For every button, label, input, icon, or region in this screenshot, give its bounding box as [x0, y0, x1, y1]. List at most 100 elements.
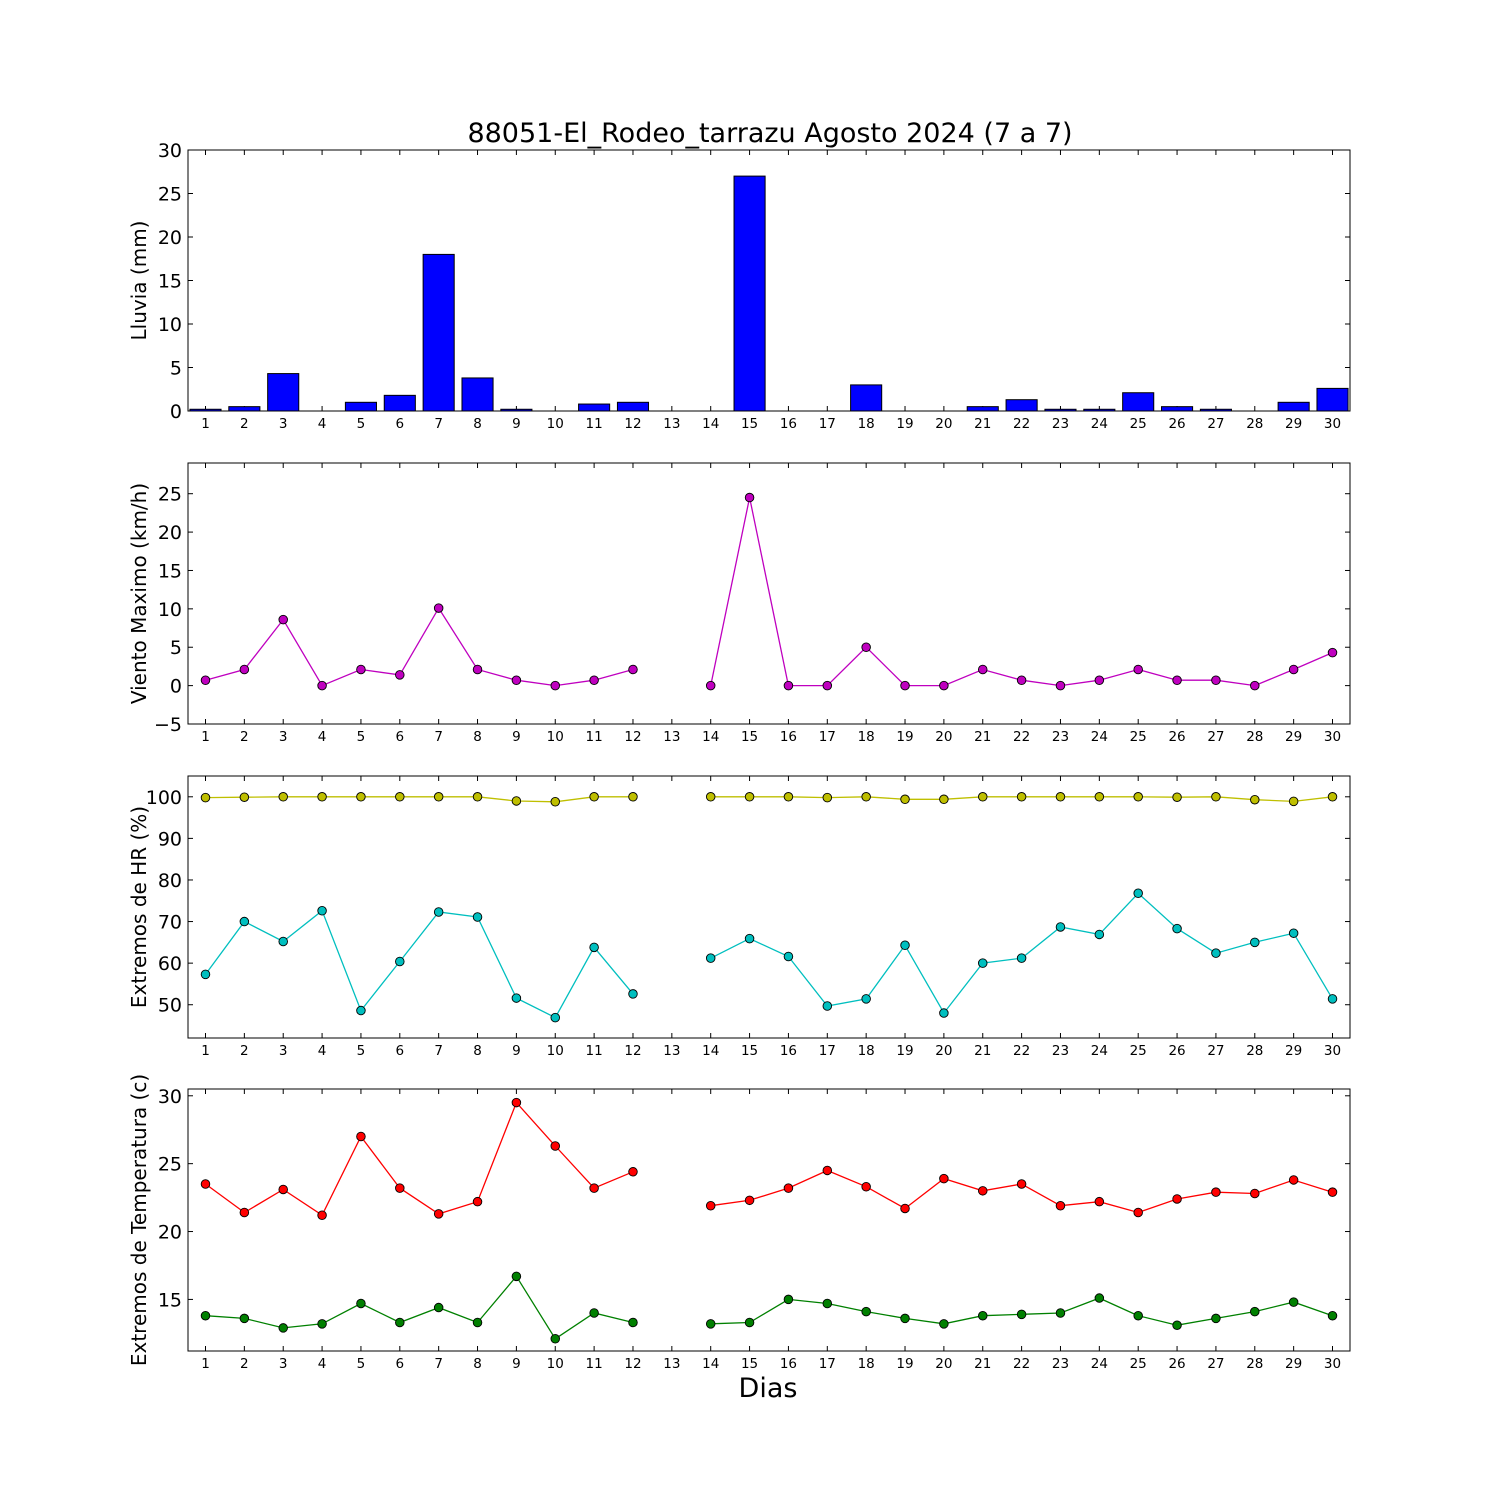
- data-point: [705, 1200, 716, 1211]
- x-tick-label: 26: [1168, 729, 1185, 745]
- data-point: [1172, 675, 1182, 685]
- data-point: [1250, 680, 1260, 691]
- bar: [1122, 392, 1155, 412]
- data-point: [239, 916, 250, 927]
- y-tick-label: 10: [158, 599, 182, 621]
- x-tick-label: 29: [1285, 729, 1302, 745]
- data-point: [1133, 1207, 1143, 1218]
- y-tick-label: −5: [154, 714, 182, 736]
- data-point: [356, 1298, 366, 1309]
- data-point: [395, 1183, 405, 1193]
- x-tick-label: 1: [201, 1043, 210, 1059]
- data-point: [1055, 1200, 1066, 1211]
- data-point: [1016, 1309, 1027, 1320]
- y-tick-label: 15: [158, 271, 182, 293]
- x-tick-label: 27: [1207, 416, 1224, 432]
- x-tick-label: 1: [201, 729, 210, 745]
- x-tick-label: 7: [434, 1043, 443, 1059]
- data-point: [511, 1097, 522, 1108]
- x-tick-label: 25: [1130, 1356, 1147, 1372]
- data-point: [705, 792, 716, 802]
- x-tick-label: 20: [935, 1043, 952, 1059]
- bar: [1005, 399, 1038, 412]
- x-tick-label: 25: [1130, 416, 1147, 432]
- x-tick-label: 24: [1091, 729, 1108, 745]
- data-point: [278, 1323, 288, 1333]
- x-tick-label: 19: [896, 729, 913, 745]
- x-tick-label: 11: [586, 416, 603, 432]
- x-tick-label: 29: [1285, 1043, 1302, 1059]
- data-point: [472, 1196, 483, 1207]
- y-tick-label: 60: [158, 953, 182, 975]
- x-tick-label: 10: [547, 1356, 564, 1372]
- data-point: [433, 1209, 444, 1219]
- x-tick-label: 23: [1052, 1043, 1069, 1059]
- data-point: [822, 792, 833, 803]
- x-axis-label: Dias: [739, 1373, 798, 1404]
- data-point: [511, 1271, 522, 1282]
- data-point: [1327, 792, 1338, 802]
- x-tick-label: 23: [1052, 1356, 1069, 1372]
- x-tick-label: 27: [1207, 1356, 1224, 1372]
- x-tick-label: 6: [396, 729, 405, 745]
- x-tick-label: 23: [1052, 729, 1069, 745]
- x-tick-label: 3: [279, 729, 288, 745]
- bar: [1161, 406, 1194, 412]
- x-tick-label: 2: [240, 1043, 249, 1059]
- data-point: [356, 792, 366, 802]
- y-tick-label: 20: [158, 227, 182, 249]
- data-point: [200, 792, 211, 803]
- x-tick-label: 17: [819, 729, 836, 745]
- plot-frame: [187, 775, 1351, 1039]
- x-tick-label: 5: [357, 729, 366, 745]
- data-point: [317, 1319, 327, 1329]
- x-tick-label: 30: [1324, 1043, 1341, 1059]
- y-tick-label: 20: [158, 1222, 182, 1244]
- data-point: [1327, 647, 1338, 658]
- x-tick-label: 10: [547, 729, 564, 745]
- y-tick-label: 0: [170, 401, 182, 423]
- data-point: [861, 642, 871, 652]
- series-line: [205, 606, 634, 687]
- data-point: [783, 951, 794, 962]
- x-tick-label: 5: [357, 416, 366, 432]
- data-point: [1133, 792, 1143, 802]
- data-point: [1016, 1179, 1027, 1189]
- data-point: [1288, 928, 1299, 938]
- bar: [1277, 401, 1310, 412]
- x-tick-label: 16: [780, 729, 797, 745]
- data-point: [1094, 675, 1105, 685]
- x-tick-label: 20: [935, 1356, 952, 1372]
- data-point: [861, 792, 871, 802]
- x-tick-label: 21: [974, 1043, 991, 1059]
- data-point: [1211, 675, 1221, 685]
- series-line: [205, 1101, 634, 1217]
- x-tick-label: 5: [357, 1043, 366, 1059]
- data-point: [317, 680, 327, 691]
- data-point: [1250, 937, 1260, 948]
- data-point: [589, 942, 599, 953]
- data-point: [472, 912, 483, 922]
- data-point: [705, 953, 716, 963]
- data-point: [861, 994, 871, 1004]
- x-tick-label: 18: [858, 416, 875, 432]
- data-point: [589, 1183, 599, 1193]
- x-tick-label: 1: [201, 416, 210, 432]
- data-point: [1016, 792, 1027, 802]
- x-tick-label: 8: [473, 1043, 482, 1059]
- series-line: [205, 1275, 634, 1340]
- y-tick-label: 100: [146, 787, 182, 809]
- data-point: [395, 670, 405, 680]
- bar: [461, 377, 494, 412]
- x-tick-label: 20: [935, 416, 952, 432]
- x-tick-label: 14: [702, 416, 719, 432]
- x-tick-label: 16: [780, 1043, 797, 1059]
- x-tick-label: 13: [663, 1356, 680, 1372]
- data-point: [822, 1165, 833, 1176]
- data-point: [239, 1207, 250, 1218]
- x-tick-label: 24: [1091, 416, 1108, 432]
- data-point: [1094, 1196, 1105, 1207]
- x-tick-label: 12: [624, 416, 641, 432]
- x-tick-label: 4: [318, 1356, 327, 1372]
